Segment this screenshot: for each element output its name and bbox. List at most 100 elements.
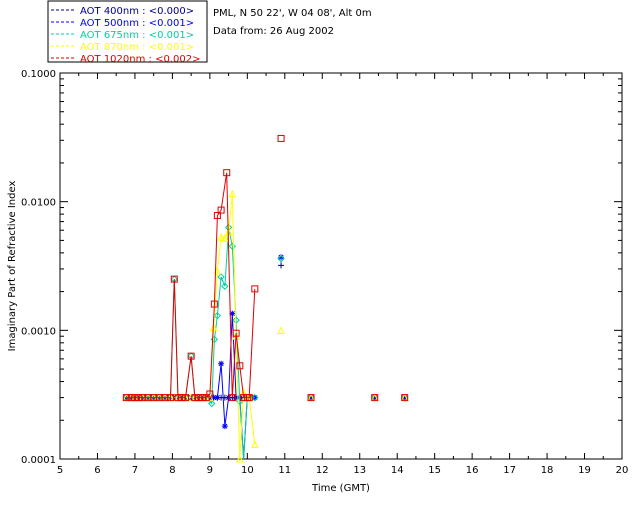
- data-point: [221, 423, 228, 430]
- data-point: [251, 393, 259, 402]
- data-point: [210, 394, 217, 401]
- x-axis-title: Time (GMT): [311, 483, 370, 494]
- data-point: [135, 394, 143, 402]
- data-point: [127, 394, 135, 402]
- data-point: [307, 394, 315, 402]
- x-axis: 5 6 7 8 9 10 11 12 13 14 15 16 17 18 19 20: [57, 73, 629, 476]
- series-4: [122, 134, 409, 402]
- series-3: [122, 189, 409, 463]
- data-point: [198, 394, 206, 402]
- series-2: [122, 223, 409, 460]
- x-tick-label: 16: [466, 465, 479, 476]
- data-point: [217, 206, 225, 214]
- data-point: [122, 394, 130, 402]
- data-point: [221, 282, 229, 290]
- data-point: [228, 242, 237, 250]
- data-point: [371, 394, 378, 401]
- x-tick-label: 10: [241, 465, 254, 476]
- y-axis-title: Imaginary Part of Refractive Index: [7, 181, 18, 352]
- y-tick-label: 0.1000: [21, 69, 56, 80]
- data-point: [209, 323, 218, 332]
- data-point: [178, 394, 186, 402]
- x-tick-label: 18: [541, 465, 554, 476]
- data-point: [167, 394, 175, 402]
- x-tick-label: 13: [353, 465, 366, 476]
- legend-label: AOT 1020nm : <0.002>: [80, 54, 200, 65]
- x-tick-label: 5: [57, 465, 63, 476]
- data-point: [228, 394, 236, 402]
- y-axis: 0.0001 0.0010 0.0100 0.1000: [21, 69, 622, 466]
- y-tick-label: 0.0001: [21, 455, 56, 466]
- x-tick-label: 19: [578, 465, 591, 476]
- data-point: [401, 394, 408, 401]
- series-1: [123, 254, 408, 460]
- data-point: [202, 394, 210, 402]
- data-point: [277, 255, 285, 263]
- x-tick-label: 17: [503, 465, 516, 476]
- legend-label: AOT 500nm : <0.001>: [80, 18, 194, 29]
- data-point: [206, 393, 214, 402]
- data-point: [221, 234, 229, 242]
- data-point: [170, 275, 178, 283]
- data-point: [229, 310, 236, 317]
- data-point: [218, 360, 225, 367]
- data-point: [213, 212, 221, 220]
- legend-label: AOT 400nm : <0.000>: [80, 6, 194, 17]
- data-point: [223, 169, 231, 177]
- data-point: [187, 393, 195, 402]
- data-point: [170, 393, 179, 402]
- y-tick-label: 0.0010: [21, 326, 56, 337]
- data-point: [308, 394, 315, 401]
- data-point: [277, 326, 285, 334]
- site-label: PML, N 50 22', W 04 08', Alt 0m: [213, 8, 372, 19]
- data-point: [174, 394, 182, 402]
- data-point: [182, 394, 190, 402]
- data-point: [213, 311, 222, 320]
- y-tick-label: 0.0100: [21, 198, 56, 209]
- series-line: [126, 193, 256, 460]
- x-tick-label: 20: [616, 465, 629, 476]
- data-point: [236, 454, 244, 463]
- legend-box: [47, 0, 208, 63]
- data-point: [232, 329, 240, 337]
- data-point: [214, 394, 221, 401]
- data-point: [217, 233, 225, 241]
- data-point: [401, 394, 409, 402]
- series-layer: [122, 134, 409, 463]
- data-point: [210, 300, 218, 308]
- data-point: [208, 399, 216, 408]
- data-point: [371, 394, 379, 402]
- x-tick-label: 15: [428, 465, 441, 476]
- series-0: [123, 262, 408, 401]
- data-point: [195, 394, 203, 402]
- x-tick-label: 6: [94, 465, 100, 476]
- data-point: [251, 440, 259, 448]
- data-point: [277, 134, 285, 142]
- x-tick-label: 11: [278, 465, 291, 476]
- data-point: [217, 273, 225, 281]
- data-point: [131, 394, 139, 402]
- data-point: [251, 394, 258, 401]
- series-line: [126, 172, 256, 399]
- data-point: [233, 394, 240, 401]
- data-point: [206, 390, 214, 398]
- x-tick-label: 8: [169, 465, 175, 476]
- data-point: [245, 394, 253, 402]
- data-point: [236, 362, 244, 370]
- data-point: [278, 262, 285, 269]
- x-tick-label: 7: [132, 465, 138, 476]
- data-point: [191, 394, 199, 402]
- legend-label: AOT 675nm : <0.001>: [80, 30, 194, 41]
- data-point: [278, 254, 285, 261]
- data-point: [228, 189, 237, 198]
- date-label: Data from: 26 Aug 2002: [213, 26, 334, 37]
- legend: AOT 400nm : <0.000>AOT 500nm : <0.001>AO…: [51, 6, 200, 65]
- legend-label: AOT 870nm : <0.001>: [80, 42, 194, 53]
- data-point: [225, 394, 232, 401]
- x-tick-label: 12: [316, 465, 329, 476]
- x-tick-label: 9: [207, 465, 213, 476]
- x-tick-label: 14: [391, 465, 404, 476]
- data-point: [187, 352, 195, 360]
